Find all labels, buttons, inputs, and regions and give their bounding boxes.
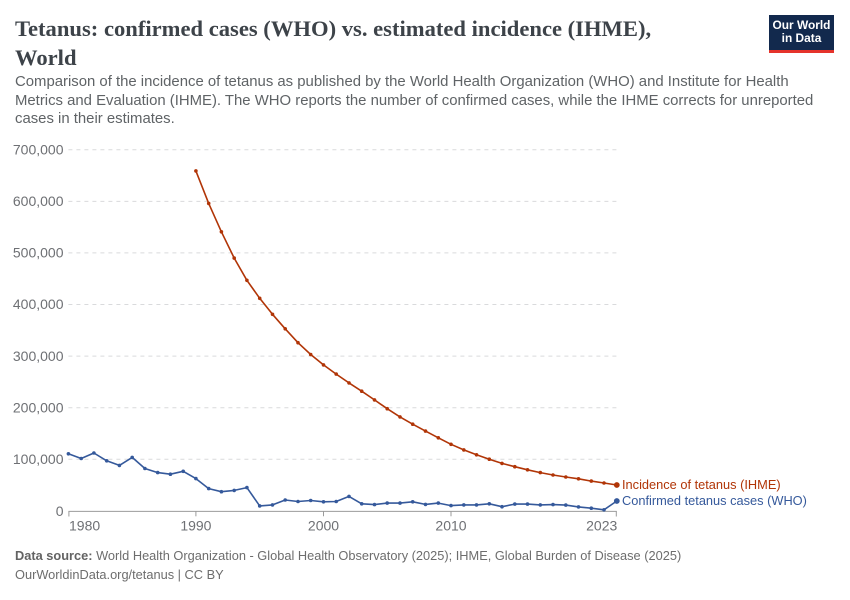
svg-text:0: 0 [56, 503, 64, 519]
svg-text:400,000: 400,000 [13, 296, 64, 312]
svg-text:500,000: 500,000 [13, 245, 64, 261]
svg-text:600,000: 600,000 [13, 193, 64, 209]
svg-text:Confirmed tetanus cases (WHO): Confirmed tetanus cases (WHO) [622, 493, 807, 508]
svg-text:1990: 1990 [180, 518, 211, 534]
svg-text:Incidence of tetanus (IHME): Incidence of tetanus (IHME) [622, 477, 781, 492]
svg-text:1980: 1980 [69, 518, 100, 534]
svg-text:700,000: 700,000 [13, 142, 64, 158]
svg-text:2010: 2010 [435, 518, 466, 534]
svg-text:100,000: 100,000 [13, 451, 64, 467]
svg-text:2000: 2000 [308, 518, 339, 534]
svg-text:200,000: 200,000 [13, 399, 64, 415]
svg-text:300,000: 300,000 [13, 348, 64, 364]
svg-text:2023: 2023 [586, 518, 617, 534]
